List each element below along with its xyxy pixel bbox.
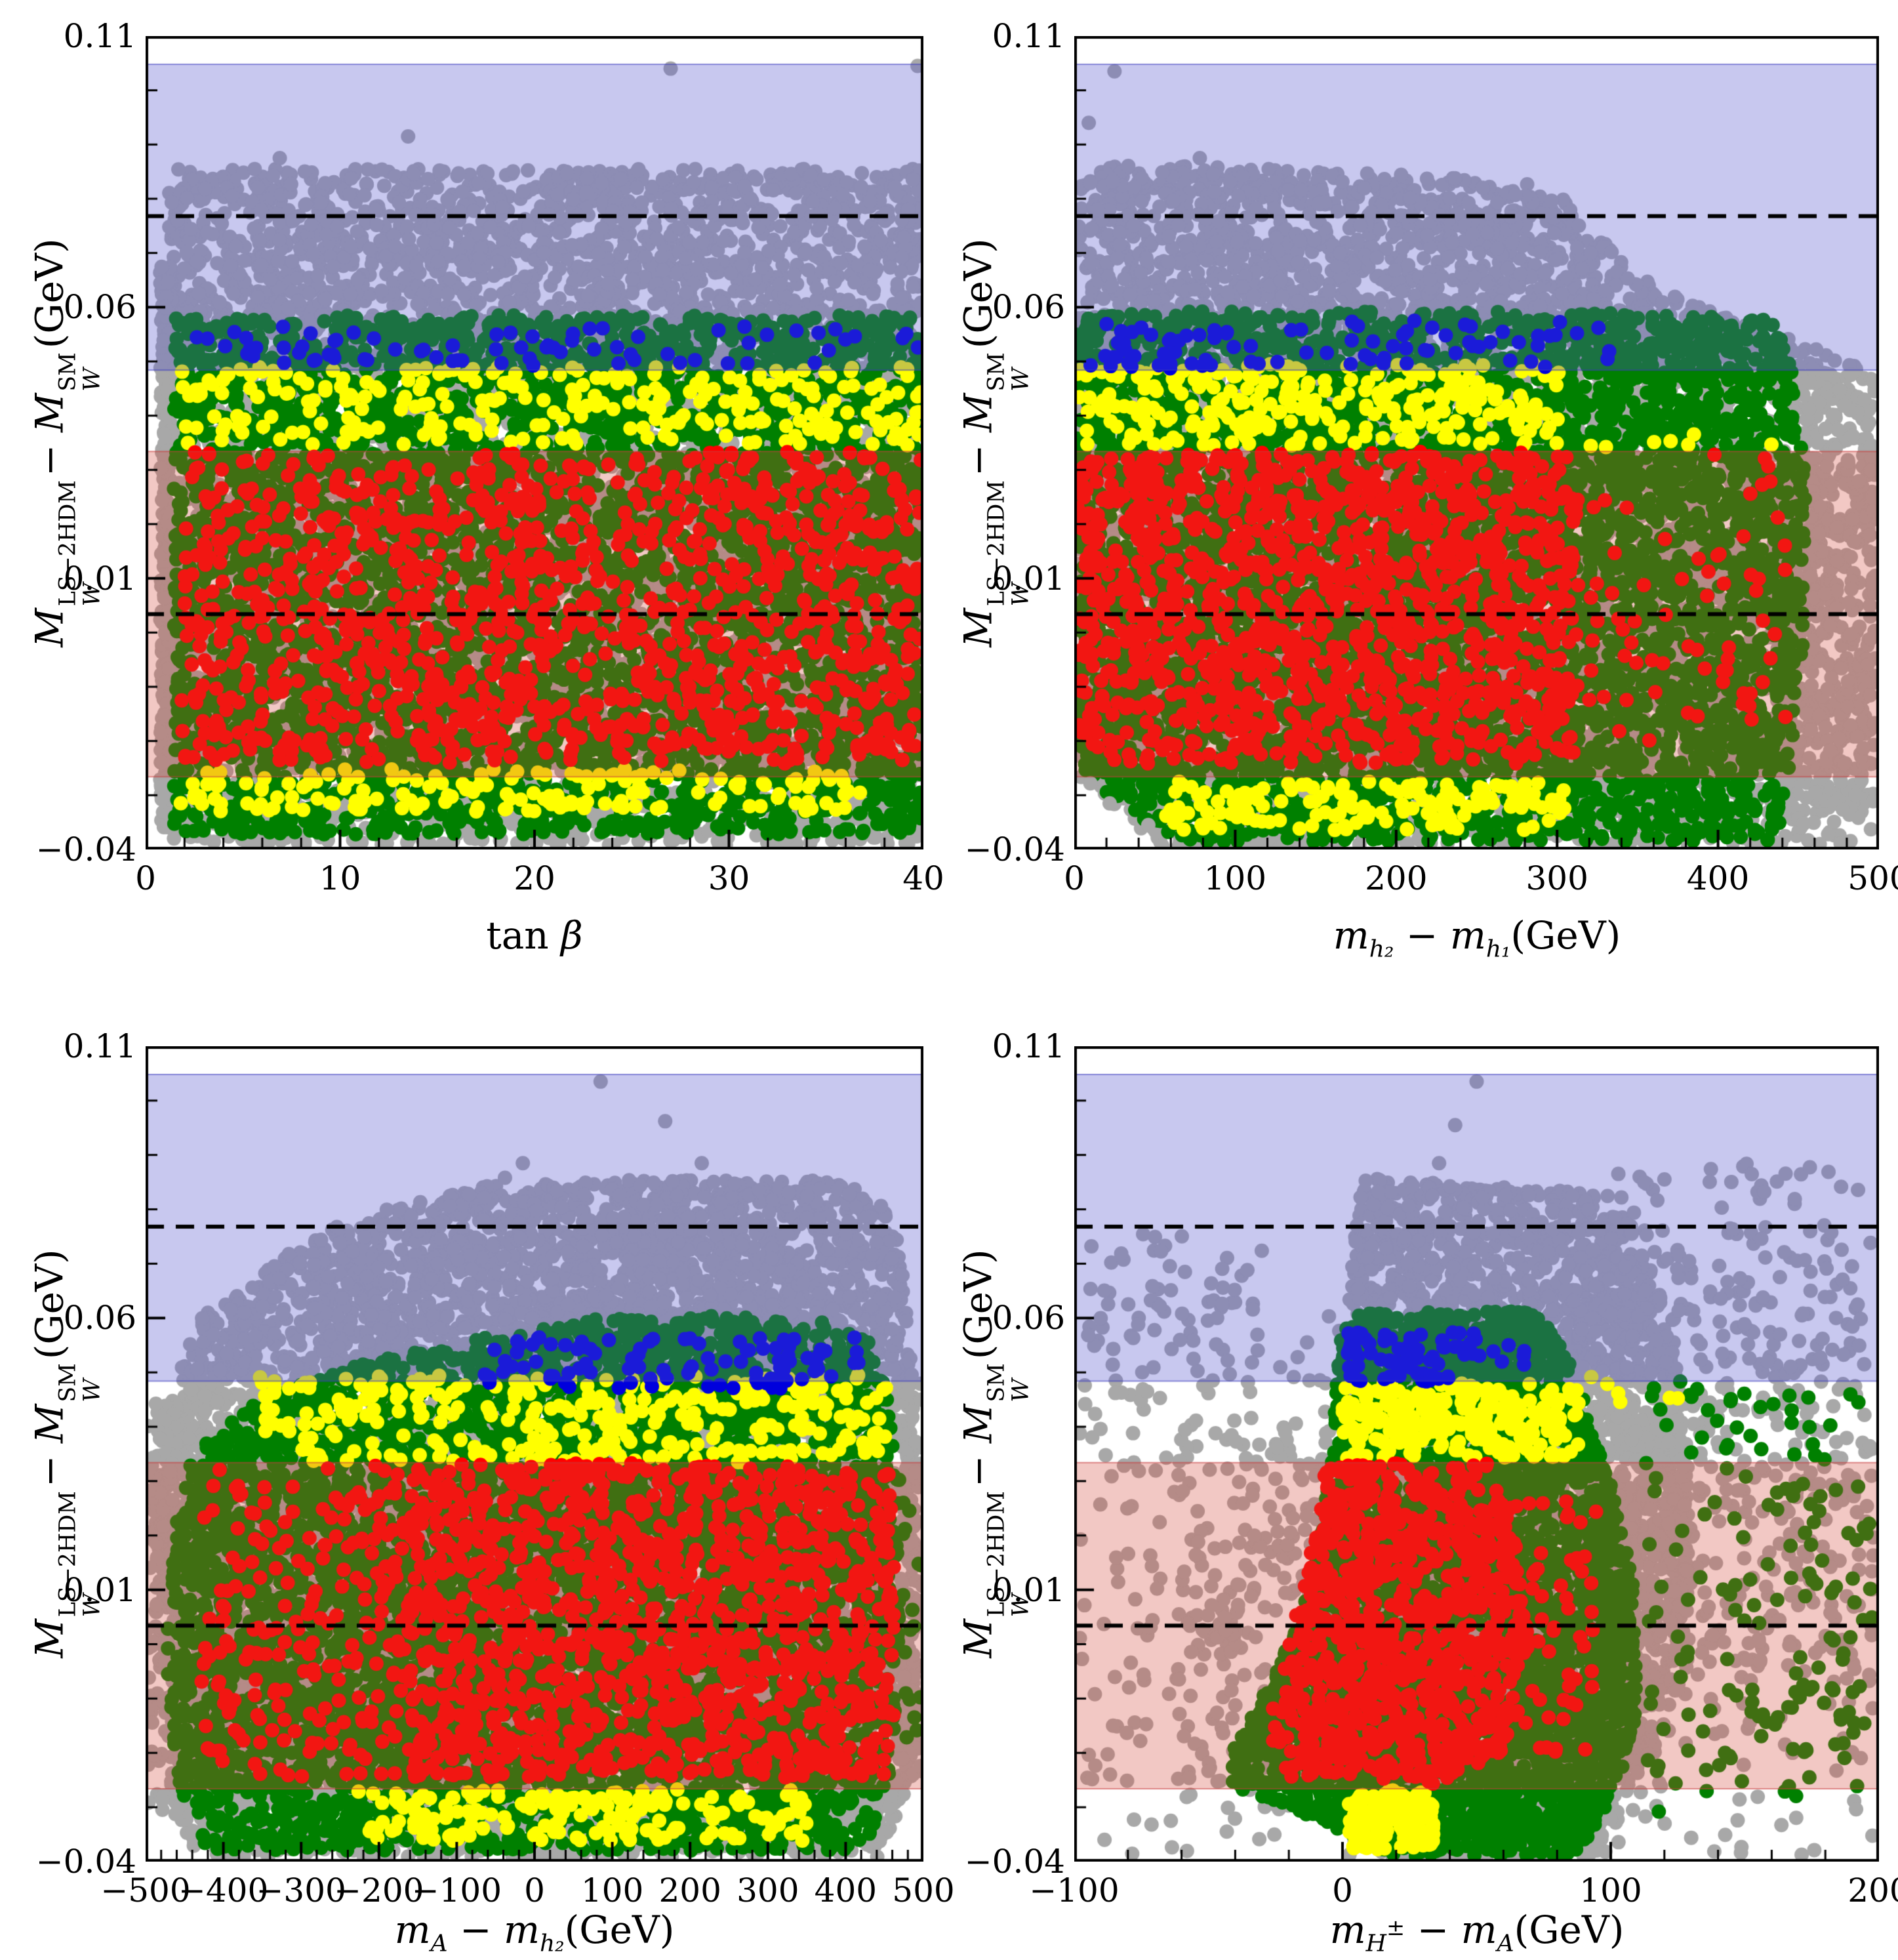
xlabel-subscript: A bbox=[430, 1930, 448, 1957]
x-tick-label: −500 bbox=[100, 1871, 191, 1909]
y-tick-label: 0.11 bbox=[992, 1027, 1065, 1065]
y-tick-label: −0.04 bbox=[35, 830, 136, 868]
xlabel-m-symbol: m bbox=[504, 1908, 540, 1952]
y-tick-label: 0.01 bbox=[63, 559, 136, 598]
ylabel-superscript: SM bbox=[983, 352, 1010, 392]
minus-sign: − bbox=[27, 444, 72, 477]
minus-sign: − bbox=[1405, 913, 1438, 958]
ylabel-subscript: W bbox=[79, 367, 106, 392]
y-tick-label: 0.01 bbox=[992, 559, 1065, 598]
unit-gev: (GeV) bbox=[564, 1908, 675, 1952]
x-axis-label-mh2-mh1: mh₂ − mh₁(GeV) bbox=[1333, 913, 1621, 961]
ylabel-M-symbol: M bbox=[27, 1619, 72, 1658]
minus-sign: − bbox=[27, 1455, 72, 1488]
x-tick-label: 400 bbox=[814, 1871, 878, 1909]
x-tick-label: 200 bbox=[1848, 1871, 1898, 1909]
y-tick-label: 0.06 bbox=[992, 288, 1065, 327]
y-tick-label: −0.04 bbox=[964, 1843, 1065, 1881]
ylabel-M-symbol: M bbox=[956, 608, 1001, 647]
x-tick-label: −400 bbox=[178, 1871, 269, 1909]
xlabel-m-symbol: m bbox=[1461, 1908, 1497, 1952]
minus-sign: − bbox=[956, 444, 1001, 477]
x-axis-label-mA-mh2: mA − mh₂(GeV) bbox=[394, 1908, 675, 1955]
x-tick-label: 0 bbox=[1332, 1871, 1353, 1909]
x-tick-label: 100 bbox=[1203, 859, 1267, 897]
xlabel-m-symbol: m bbox=[1329, 1908, 1366, 1952]
xlabel-subscript: h₂ bbox=[1369, 935, 1394, 963]
x-tick-label: −300 bbox=[256, 1871, 346, 1909]
xlabel-tan-text: tan bbox=[486, 913, 549, 958]
xlabel-m-symbol: m bbox=[394, 1908, 431, 1952]
ylabel-M-symbol: M bbox=[27, 608, 72, 647]
plus-minus-superscript: ± bbox=[1386, 1915, 1405, 1941]
unit-gev: (GeV) bbox=[1510, 913, 1621, 958]
x-tick-label: 20 bbox=[514, 859, 555, 897]
ylabel-subscript: W bbox=[1007, 367, 1034, 392]
y-tick-label: 0.01 bbox=[63, 1570, 136, 1609]
ylabel-M-symbol: M bbox=[956, 1404, 1001, 1444]
y-tick-label: 0.11 bbox=[63, 17, 136, 55]
ylabel-subscript: W bbox=[1007, 1378, 1034, 1402]
x-tick-label: 0 bbox=[1064, 859, 1085, 897]
scatter-plot-canvas-2 bbox=[1074, 36, 1879, 849]
x-tick-label: 0 bbox=[524, 1871, 545, 1909]
xlabel-m-symbol: m bbox=[1449, 913, 1486, 958]
x-tick-label: 0 bbox=[135, 859, 156, 897]
x-tick-label: −200 bbox=[334, 1871, 424, 1909]
x-tick-label: 500 bbox=[892, 1871, 955, 1909]
y-tick-label: 0.06 bbox=[63, 288, 136, 327]
minus-sign: − bbox=[956, 1455, 1001, 1488]
scatter-plot-canvas-1 bbox=[146, 36, 923, 849]
x-tick-label: 200 bbox=[658, 1871, 721, 1909]
xlabel-subscript: A bbox=[1497, 1930, 1514, 1957]
y-tick-label: −0.04 bbox=[964, 830, 1065, 868]
scatter-plot-canvas-4 bbox=[1074, 1046, 1879, 1862]
x-tick-label: 100 bbox=[1579, 1871, 1642, 1909]
x-tick-label: 500 bbox=[1848, 859, 1898, 897]
ylabel-M-symbol: M bbox=[956, 393, 1001, 433]
x-axis-label-tanb: tan β bbox=[486, 913, 582, 958]
ylabel-superscript: SM bbox=[54, 352, 81, 392]
x-tick-label: 200 bbox=[1365, 859, 1428, 897]
x-tick-label: 300 bbox=[1525, 859, 1588, 897]
x-axis-label-mHpm-mA: mH± − mA(GeV) bbox=[1329, 1908, 1625, 1955]
ylabel-superscript: SM bbox=[983, 1363, 1010, 1402]
y-tick-label: 0.11 bbox=[63, 1027, 136, 1065]
xlabel-subscript: h₁ bbox=[1485, 935, 1511, 963]
xlabel-subscript: H bbox=[1365, 1930, 1386, 1957]
ylabel-superscript: SM bbox=[54, 1363, 81, 1402]
scatter-plot-canvas-3 bbox=[146, 1046, 923, 1862]
minus-sign: − bbox=[1417, 1908, 1449, 1952]
minus-sign: − bbox=[459, 1908, 492, 1952]
x-tick-label: −100 bbox=[411, 1871, 502, 1909]
y-tick-label: 0.06 bbox=[63, 1299, 136, 1337]
x-tick-label: 400 bbox=[1686, 859, 1750, 897]
x-tick-label: 100 bbox=[580, 1871, 644, 1909]
xlabel-subscript: h₂ bbox=[540, 1930, 565, 1957]
x-tick-label: 10 bbox=[319, 859, 361, 897]
ylabel-M-symbol: M bbox=[956, 1619, 1001, 1658]
xlabel-beta-symbol: β bbox=[561, 913, 583, 958]
x-tick-label: 30 bbox=[708, 859, 750, 897]
x-tick-label: 40 bbox=[902, 859, 944, 897]
x-tick-label: 300 bbox=[737, 1871, 799, 1909]
x-tick-label: −100 bbox=[1029, 1871, 1120, 1909]
xlabel-m-symbol: m bbox=[1333, 913, 1369, 958]
ylabel-M-symbol: M bbox=[27, 393, 72, 433]
unit-gev: (GeV) bbox=[1514, 1908, 1625, 1952]
y-tick-label: 0.01 bbox=[992, 1570, 1065, 1609]
ylabel-M-symbol: M bbox=[27, 1404, 72, 1444]
y-tick-label: −0.04 bbox=[35, 1843, 136, 1881]
ylabel-subscript: W bbox=[79, 1378, 106, 1402]
y-tick-label: 0.11 bbox=[992, 17, 1065, 55]
y-tick-label: 0.06 bbox=[992, 1299, 1065, 1337]
